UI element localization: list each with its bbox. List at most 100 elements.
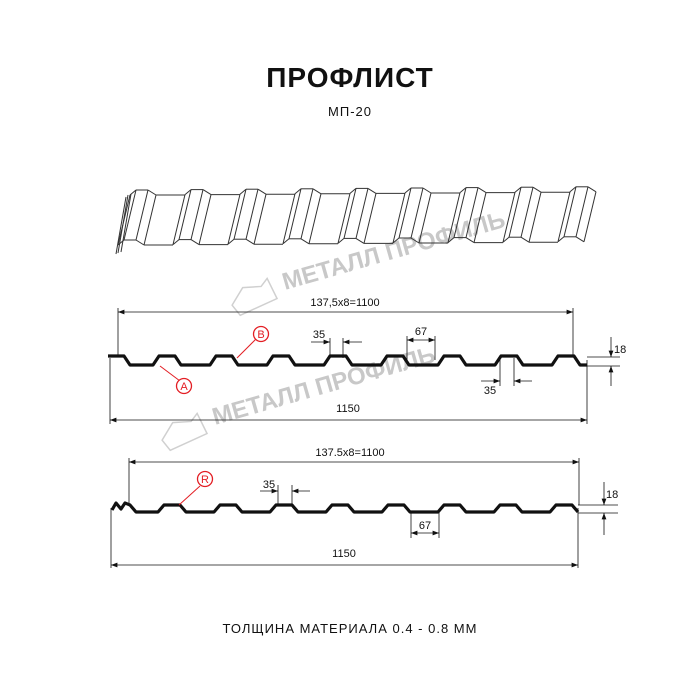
sheet-edge [520, 236, 530, 243]
profile-2-labels: 137.5x8=1100 1150 35 67 18 [263, 447, 618, 560]
svg-text:МЕТАЛЛ ПРОФИЛЬ: МЕТАЛЛ ПРОФИЛЬ [209, 341, 438, 431]
sheet-edge [465, 237, 475, 244]
sheet-edge [587, 186, 597, 193]
pitch-label: 137.5x8=1100 [315, 447, 384, 459]
pitch-label: 137,5x8=1100 [310, 297, 379, 309]
sheet-edge [123, 189, 137, 241]
sheet-edge [410, 187, 424, 239]
sheet-edge [520, 187, 534, 238]
sheet-edge [282, 238, 290, 245]
sheet-edge [245, 189, 259, 240]
sheet-edge [528, 192, 542, 243]
sheet-edge [308, 193, 322, 244]
sheet-edge [178, 189, 192, 240]
sheet-edge [300, 188, 314, 239]
sheet-edge [514, 186, 522, 193]
crest-label: 35 [313, 329, 325, 341]
marker-b: A B [236, 325, 270, 359]
sheet-edge [239, 188, 247, 195]
sheet-edge [363, 193, 377, 244]
sheet-edge [282, 193, 296, 244]
sheet-edge [349, 188, 357, 194]
sheet-edge [120, 193, 132, 253]
sheet-edge [410, 237, 420, 244]
sheet-edge [227, 194, 241, 245]
svg-text:B: B [257, 329, 264, 341]
sheet-edge [233, 189, 247, 240]
sheet-edge [569, 186, 577, 193]
sheet-edge [355, 237, 365, 244]
sheet-edge [563, 186, 577, 237]
sheet-edge [337, 193, 351, 244]
sheet-edge [202, 189, 212, 196]
sheet-edge [453, 187, 467, 238]
sheet-edge [583, 191, 597, 242]
sheet-edge [465, 187, 479, 238]
sheet-edge [343, 188, 357, 239]
sheet-edge [300, 238, 310, 245]
sheet-edge [367, 187, 377, 194]
sheet-edge [459, 187, 467, 193]
sheet-edge [288, 188, 302, 239]
sheet-edge [575, 236, 585, 243]
profile-1-shape [108, 354, 587, 367]
svg-text:A: A [180, 381, 188, 393]
width-label: 1150 [336, 403, 360, 415]
sheet-edge [404, 187, 412, 194]
page-title: ПРОФЛИСТ [266, 62, 434, 93]
sheet-edge [447, 192, 461, 243]
sheet-edge [575, 186, 589, 237]
marker-a: A [159, 365, 193, 395]
profile-1-labels: 137,5x8=1100 1150 35 67 35 18 [310, 297, 626, 415]
crest-label: 35 [263, 479, 275, 491]
sheet-edge [245, 238, 255, 245]
sheet-edge [190, 239, 200, 246]
sheet-edge [502, 236, 510, 243]
width-label: 1150 [332, 548, 356, 560]
sheet-edge [135, 239, 145, 246]
sheet-edge [257, 188, 267, 195]
watermark-2: МЕТАЛЛ ПРОФИЛЬ [161, 341, 438, 452]
sheet-edge [115, 196, 127, 255]
sheet-edge [392, 237, 400, 244]
marker-r: R [178, 470, 214, 506]
sheet-edge [422, 187, 432, 194]
svg-text:МЕТАЛЛ ПРОФИЛЬ: МЕТАЛЛ ПРОФИЛЬ [279, 206, 508, 296]
flat-label: 67 [415, 326, 427, 338]
profile-2-shape [110, 501, 580, 514]
sheet-edge [117, 194, 129, 254]
height-label: 18 [606, 489, 618, 501]
sheet-edge [392, 192, 406, 244]
sheet-edge [253, 194, 267, 245]
sheet-edge [227, 238, 235, 245]
sheet-edge [508, 187, 522, 238]
sheet-3d-view [115, 186, 597, 255]
sheet-edge [502, 192, 516, 243]
profile-2 [110, 458, 618, 568]
sheet-edge [172, 239, 180, 245]
sheet-edge [294, 188, 302, 195]
sheet-edge [398, 187, 412, 239]
sheet-edge [198, 194, 212, 245]
sheet-edge [135, 189, 149, 241]
sheet-edge [312, 188, 322, 195]
sheet-edge [532, 186, 542, 193]
sheet-edge [473, 192, 487, 243]
flat-label: 67 [419, 520, 431, 532]
svg-text:R: R [201, 474, 209, 486]
sheet-edge [184, 189, 192, 195]
sheet-edge [190, 189, 204, 240]
sheet-edge [418, 192, 432, 244]
sheet-edge [143, 194, 157, 246]
sheet-edge [447, 237, 455, 243]
height-label: 18 [614, 344, 626, 356]
page-subtitle: МП-20 [328, 104, 372, 119]
sheet-edge [557, 236, 565, 243]
sheet-edge [337, 238, 345, 244]
sheet-edge [477, 187, 487, 194]
sheet-edge [147, 189, 157, 196]
sheet-edge [355, 188, 369, 239]
sheet-edge [172, 194, 186, 245]
